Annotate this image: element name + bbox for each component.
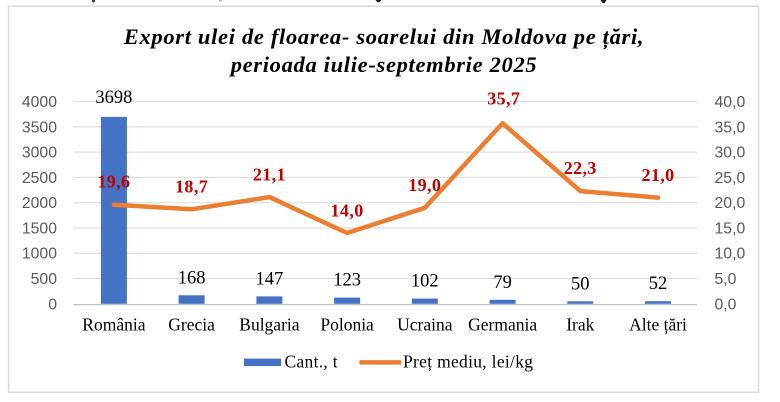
- svg-text:4000: 4000: [22, 94, 57, 111]
- svg-text:0: 0: [48, 296, 57, 313]
- svg-text:România: România: [82, 314, 145, 334]
- svg-text:3698: 3698: [95, 88, 132, 108]
- svg-text:Germania: Germania: [468, 314, 537, 334]
- svg-text:Polonia: Polonia: [320, 314, 374, 334]
- svg-text:40,0: 40,0: [715, 94, 746, 111]
- svg-text:Preț mediu, lei/kg: Preț mediu, lei/kg: [403, 352, 533, 372]
- svg-text:10,0: 10,0: [715, 246, 746, 263]
- svg-text:22,3: 22,3: [564, 158, 597, 178]
- svg-text:30,0: 30,0: [715, 145, 746, 162]
- svg-text:3000: 3000: [22, 145, 57, 162]
- svg-text:14,0: 14,0: [331, 200, 364, 220]
- svg-text:168: 168: [178, 268, 206, 288]
- svg-text:25,0: 25,0: [715, 170, 746, 187]
- svg-text:Irak: Irak: [566, 314, 594, 334]
- svg-text:1500: 1500: [22, 221, 57, 238]
- svg-text:21,0: 21,0: [641, 165, 674, 185]
- svg-text:35,0: 35,0: [715, 119, 746, 136]
- svg-text:20,0: 20,0: [715, 195, 746, 212]
- svg-text:1000: 1000: [22, 246, 57, 263]
- svg-text:Grecia: Grecia: [168, 314, 215, 334]
- svg-text:79: 79: [493, 273, 512, 293]
- svg-text:Bulgaria: Bulgaria: [239, 314, 299, 334]
- svg-text:52: 52: [649, 274, 668, 294]
- svg-text:147: 147: [256, 269, 284, 289]
- svg-text:0,0: 0,0: [715, 296, 737, 313]
- svg-text:123: 123: [333, 271, 361, 291]
- svg-text:19,0: 19,0: [408, 175, 441, 195]
- svg-text:15,0: 15,0: [715, 221, 746, 238]
- svg-text:500: 500: [31, 271, 58, 288]
- svg-text:2000: 2000: [22, 195, 57, 212]
- svg-text:perioada iulie-septembrie 2025: perioada iulie-septembrie 2025: [229, 52, 538, 77]
- svg-text:19,6: 19,6: [97, 172, 130, 192]
- svg-text:Alte țări: Alte țări: [629, 314, 687, 334]
- svg-text:5,0: 5,0: [715, 271, 737, 288]
- svg-text:Export ulei de floarea- soarel: Export ulei de floarea- soarelui din Mol…: [123, 24, 644, 50]
- svg-text:Cant., t: Cant., t: [285, 352, 338, 372]
- svg-text:102: 102: [411, 272, 439, 292]
- svg-text:18,7: 18,7: [175, 177, 208, 197]
- svg-text:35,7: 35,7: [487, 89, 520, 109]
- svg-text:21,1: 21,1: [253, 164, 286, 184]
- svg-text:50: 50: [571, 274, 590, 294]
- svg-text:Ucraina: Ucraina: [397, 314, 453, 334]
- svg-text:3500: 3500: [22, 119, 57, 136]
- svg-text:2500: 2500: [22, 170, 57, 187]
